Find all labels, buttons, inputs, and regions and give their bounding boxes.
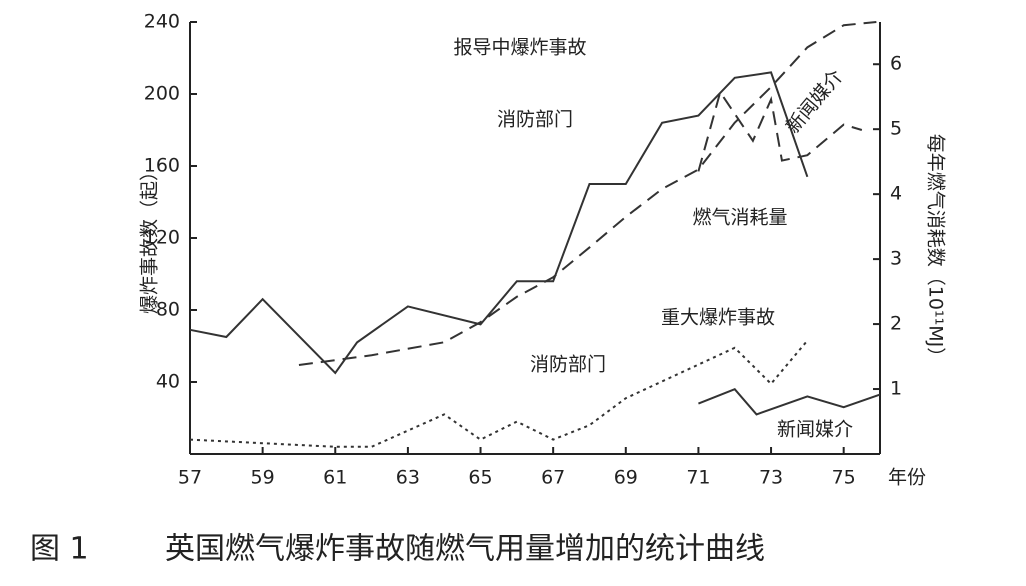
x-tick-label: 59 (251, 467, 275, 489)
x-tick-label: 65 (468, 467, 492, 489)
series-line (189, 71, 809, 375)
y2-tick-label: 5 (890, 118, 902, 140)
annotation: 报导中爆炸事故 (453, 37, 586, 59)
x-tick-label: 57 (178, 467, 202, 489)
annotation: 重大爆炸事故 (661, 307, 775, 329)
y-tick-label: 120 (144, 227, 180, 249)
y-tick-label: 240 (144, 11, 180, 33)
y2-tick-label: 3 (890, 248, 902, 270)
series-label: 新闻媒介 (782, 65, 848, 137)
x-tick-label: 67 (541, 467, 565, 489)
x-tick-label: 61 (323, 467, 347, 489)
series-line (697, 89, 863, 172)
y2-axis-title: 每年燃气消耗数（10¹¹MJ） (925, 134, 947, 366)
series-label: 消防部门 (530, 354, 606, 376)
y-axis-title: 爆炸事故数（起） (139, 162, 161, 314)
y2-tick-label: 6 (890, 53, 902, 75)
caption-label: 图 1 (30, 532, 89, 567)
y2-tick-label: 1 (890, 378, 902, 400)
y-tick-label: 80 (156, 299, 180, 321)
x-tick-label: 75 (832, 467, 856, 489)
series-line (189, 339, 809, 448)
x-tick-label: 73 (759, 467, 783, 489)
series-line (698, 388, 881, 416)
x-tick-label: 63 (396, 467, 420, 489)
caption-title: 英国燃气爆炸事故随燃气用量增加的统计曲线 (165, 532, 765, 567)
series-label: 燃气消耗量 (692, 207, 787, 229)
series-label: 消防部门 (497, 109, 573, 131)
x-tick-label: 71 (686, 467, 710, 489)
series-label: 新闻媒介 (777, 419, 853, 441)
y2-tick-label: 2 (890, 313, 902, 335)
y2-tick-label: 4 (890, 183, 902, 205)
series-line (298, 21, 877, 366)
y-tick-label: 200 (144, 83, 180, 105)
x-tick-label: 69 (614, 467, 638, 489)
y-tick-label: 40 (156, 371, 180, 393)
x-axis-title: 年份 (888, 467, 926, 489)
y-tick-label: 160 (144, 155, 180, 177)
